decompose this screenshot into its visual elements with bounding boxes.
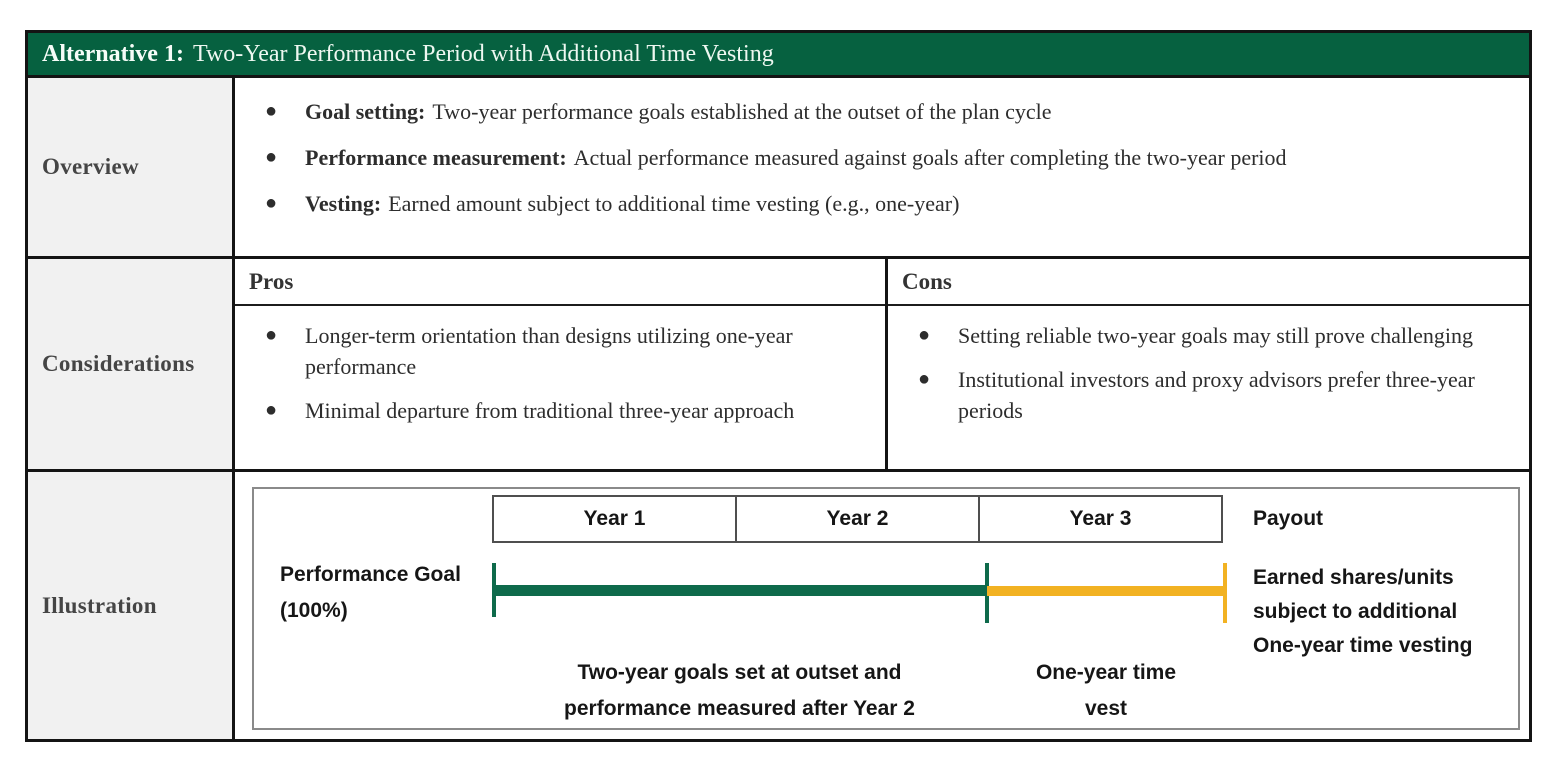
bullet-icon: ●	[265, 100, 278, 122]
bullet-icon: ●	[265, 146, 278, 169]
payout-header: Payout	[1253, 507, 1324, 530]
vest-caption: One-year time vest	[1035, 661, 1177, 720]
list-item: ● Vesting: Earned amount subject to addit…	[265, 188, 1505, 219]
illustration-row: Illustration Year 1 Year 2 Year 3 Payout…	[28, 469, 1529, 739]
overview-label-cell: Overview	[28, 78, 235, 256]
overview-row: Overview ● Goal setting: Two-year perform…	[28, 75, 1529, 256]
overview-label: Overview	[42, 154, 139, 179]
bullet-text: Longer-term orientation than designs uti…	[305, 323, 793, 380]
bullet-text: Setting reliable two-year goals may stil…	[958, 323, 1474, 348]
list-item: ● Minimal departure from traditional thr…	[265, 395, 867, 426]
considerations-label-cell: Considerations	[28, 259, 235, 469]
bullet-text: Performance measurement: Actual performan…	[305, 145, 1287, 171]
bullet-text: Minimal departure from traditional three…	[305, 398, 795, 424]
considerations-row: Considerations Pros ● Longer-term orient…	[28, 256, 1529, 469]
performance-caption: Two-year goals set at outset and perform…	[564, 661, 915, 720]
performance-period-bar	[494, 585, 987, 596]
overview-bullet-list: ● Goal setting: Two-year performance goal…	[235, 78, 1529, 220]
illustration-content-cell: Year 1 Year 2 Year 3 Payout Performance …	[235, 472, 1529, 739]
illustration-label: Illustration	[42, 592, 157, 618]
bullet-icon: ●	[265, 192, 278, 215]
year-3-cell: Year 3	[978, 495, 1223, 543]
alternative-label: Alternative 1:	[42, 40, 184, 67]
illustration-label-cell: Illustration	[28, 472, 235, 739]
bullet-icon: ●	[918, 368, 931, 391]
alternative-1-table: Alternative 1: Two-Year Performance Peri…	[25, 30, 1532, 742]
time-vest-bar	[987, 586, 1225, 596]
year-1-cell: Year 1	[492, 495, 737, 543]
overview-content-cell: ● Goal setting: Two-year performance goal…	[235, 78, 1529, 256]
performance-goal-label: Performance Goal (100%)	[280, 563, 461, 622]
bullet-text: Vesting: Earned amount subject to additio…	[305, 191, 960, 217]
table-title-bar: Alternative 1: Two-Year Performance Peri…	[28, 33, 1529, 75]
list-item: ● Longer-term orientation than designs u…	[265, 320, 867, 382]
cons-bullet-list: ● Setting reliable two-year goals may st…	[888, 306, 1529, 440]
considerations-content-cell: Pros ● Longer-term orientation than desi…	[235, 259, 1529, 469]
payout-caption: Earned shares/units subject to additiona…	[1253, 566, 1473, 657]
pros-header: Pros	[235, 259, 885, 306]
list-item: ● Setting reliable two-year goals may st…	[918, 320, 1511, 351]
year-2-cell: Year 2	[735, 495, 980, 543]
bullet-icon: ●	[265, 324, 278, 346]
bullet-text: Institutional investors and proxy adviso…	[958, 367, 1475, 424]
alternative-title: Two-Year Performance Period with Additio…	[192, 40, 774, 67]
list-item: ● Performance measurement: Actual perform…	[265, 142, 1505, 173]
timeline-right-cap	[1223, 563, 1227, 623]
bullet-text: Goal setting: Two-year performance goals …	[305, 99, 1052, 124]
list-item: ● Goal setting: Two-year performance goal…	[265, 96, 1505, 127]
considerations-label: Considerations	[42, 351, 195, 376]
bullet-icon: ●	[918, 324, 931, 346]
cons-header: Cons	[888, 259, 1529, 306]
list-item: ● Institutional investors and proxy advi…	[918, 364, 1511, 426]
year-header-row: Year 1 Year 2 Year 3	[492, 495, 1223, 543]
pros-column: Pros ● Longer-term orientation than desi…	[235, 259, 888, 469]
timeline-diagram: Year 1 Year 2 Year 3 Payout Performance …	[252, 487, 1520, 730]
bullet-icon: ●	[265, 399, 278, 422]
pros-bullet-list: ● Longer-term orientation than designs u…	[235, 306, 885, 440]
cons-column: Cons ● Setting reliable two-year goals m…	[888, 259, 1529, 469]
